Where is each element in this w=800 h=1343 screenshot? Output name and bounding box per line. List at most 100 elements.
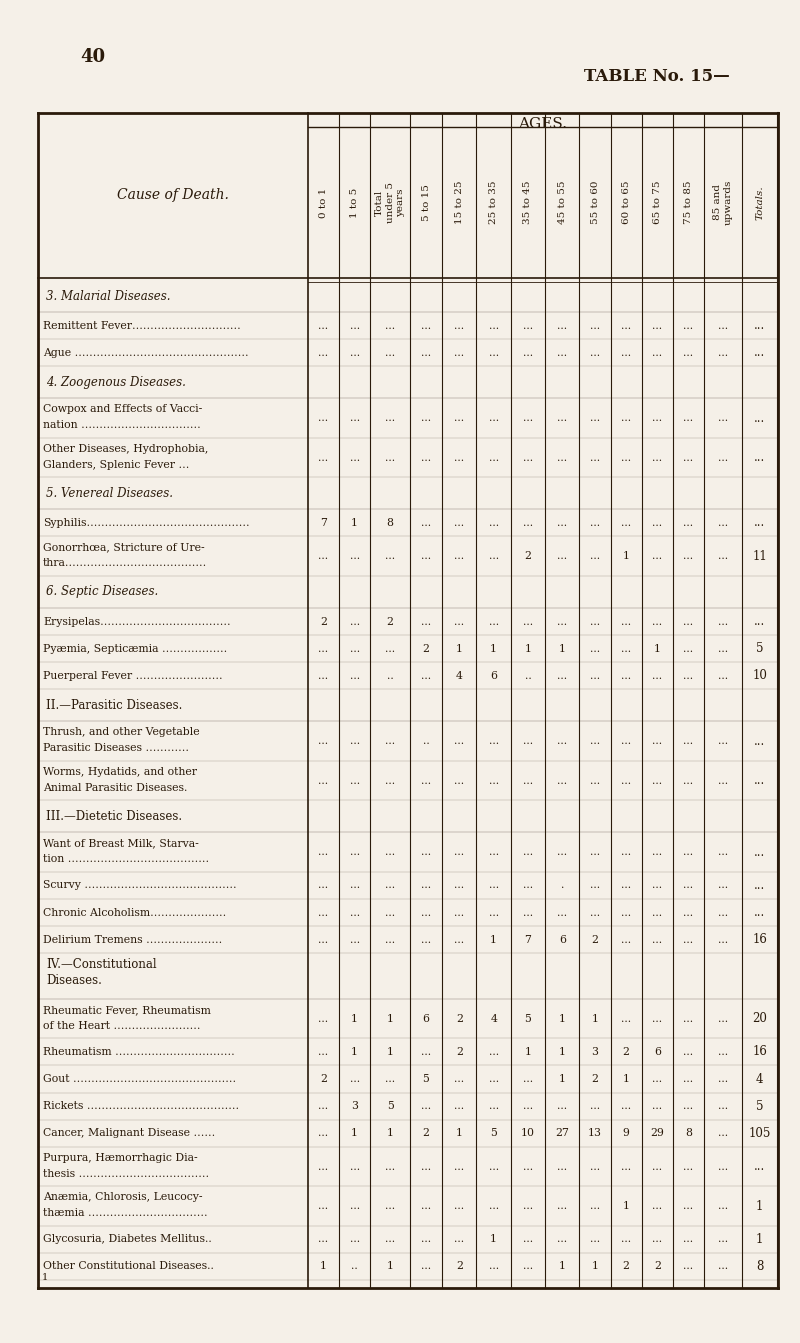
Text: Ague …………………………………………: Ague ………………………………………… <box>43 348 249 357</box>
Text: ...: ... <box>590 1234 600 1245</box>
Text: ...: ... <box>318 643 329 654</box>
Text: ...: ... <box>718 1261 728 1272</box>
Text: ...: ... <box>652 776 662 786</box>
Text: ...: ... <box>421 1234 431 1245</box>
Text: Diseases.: Diseases. <box>46 974 102 987</box>
Text: ..: .. <box>351 1261 358 1272</box>
Text: ...: ... <box>421 321 431 330</box>
Text: 25 to 35: 25 to 35 <box>489 181 498 224</box>
Text: 7: 7 <box>525 935 531 944</box>
Text: ...: ... <box>590 908 600 917</box>
Text: ...: ... <box>421 1261 431 1272</box>
Text: ...: ... <box>590 670 600 681</box>
Text: thesis ………………………………: thesis ……………………………… <box>43 1168 209 1179</box>
Text: Purpura, Hæmorrhagic Dia-: Purpura, Hæmorrhagic Dia- <box>43 1152 198 1163</box>
Text: ...: ... <box>350 908 360 917</box>
Text: 1: 1 <box>559 643 566 654</box>
Text: ...: ... <box>385 1201 395 1211</box>
Text: 2: 2 <box>622 1261 630 1272</box>
Text: ...: ... <box>318 935 329 944</box>
Text: 1: 1 <box>622 1201 630 1211</box>
Text: ...: ... <box>718 1014 728 1023</box>
Text: ...: ... <box>718 908 728 917</box>
Text: 15 to 25: 15 to 25 <box>455 181 464 224</box>
Text: II.—Parasitic Diseases.: II.—Parasitic Diseases. <box>46 698 182 712</box>
Text: ...: ... <box>318 1014 329 1023</box>
Text: ...: ... <box>385 321 395 330</box>
Text: ...: ... <box>683 847 694 857</box>
Text: ...: ... <box>652 1074 662 1084</box>
Text: 0 to 1: 0 to 1 <box>319 188 328 218</box>
Text: ...: ... <box>523 1101 533 1111</box>
Text: ...: ... <box>318 1048 329 1057</box>
Text: ...: ... <box>489 908 498 917</box>
Text: ...: ... <box>652 518 662 528</box>
Text: Gout ………………………………………: Gout ……………………………………… <box>43 1074 236 1084</box>
Text: ...: ... <box>489 321 498 330</box>
Text: 1: 1 <box>490 935 497 944</box>
Text: ...: ... <box>318 908 329 917</box>
Text: ...: ... <box>523 1261 533 1272</box>
Text: ...: ... <box>683 736 694 747</box>
Text: ...: ... <box>558 518 567 528</box>
Text: ...: ... <box>621 935 631 944</box>
Text: 105: 105 <box>749 1127 771 1140</box>
Text: ...: ... <box>523 518 533 528</box>
Text: 6: 6 <box>490 670 497 681</box>
Text: 1: 1 <box>654 643 661 654</box>
Text: ...: ... <box>590 1162 600 1171</box>
Text: ...: ... <box>454 414 464 423</box>
Text: ...: ... <box>421 1101 431 1111</box>
Text: ...: ... <box>652 1201 662 1211</box>
Text: Puerperal Fever ……………………: Puerperal Fever …………………… <box>43 670 222 681</box>
Text: ...: ... <box>421 881 431 890</box>
Text: ...: ... <box>523 776 533 786</box>
Text: ...: ... <box>718 1201 728 1211</box>
Text: ...: ... <box>621 1162 631 1171</box>
Text: ...: ... <box>454 881 464 890</box>
Text: ...: ... <box>621 1101 631 1111</box>
Text: 1: 1 <box>525 643 531 654</box>
Text: ...: ... <box>385 453 395 462</box>
Text: 1: 1 <box>490 1234 497 1245</box>
Text: 1: 1 <box>559 1074 566 1084</box>
Text: ...: ... <box>558 414 567 423</box>
Text: ...: ... <box>454 348 464 357</box>
Text: Syphilis………………………………………: Syphilis……………………………………… <box>43 518 250 528</box>
Text: ...: ... <box>523 414 533 423</box>
Text: 5: 5 <box>756 1100 763 1112</box>
Text: ...: ... <box>421 1162 431 1171</box>
Text: ...: ... <box>558 736 567 747</box>
Text: 1: 1 <box>525 1048 531 1057</box>
Text: ...: ... <box>652 1162 662 1171</box>
Text: 1: 1 <box>559 1261 566 1272</box>
Text: ...: ... <box>454 1074 464 1084</box>
Text: 55 to 60: 55 to 60 <box>590 181 599 224</box>
Text: Pyæmia, Septicæmia ………………: Pyæmia, Septicæmia ……………… <box>43 643 227 654</box>
Text: Want of Breast Milk, Starva-: Want of Breast Milk, Starva- <box>43 838 198 849</box>
Text: ...: ... <box>421 616 431 627</box>
Text: ...: ... <box>489 1101 498 1111</box>
Text: 4: 4 <box>490 1014 497 1023</box>
Text: ...: ... <box>683 348 694 357</box>
Text: ...: ... <box>718 616 728 627</box>
Text: 6. Septic Diseases.: 6. Septic Diseases. <box>46 586 158 599</box>
Text: ...: ... <box>385 908 395 917</box>
Text: ...: ... <box>652 1101 662 1111</box>
Text: 5: 5 <box>756 642 763 655</box>
Text: 2: 2 <box>456 1014 463 1023</box>
Text: ...: ... <box>558 1201 567 1211</box>
Text: 1: 1 <box>756 1233 763 1246</box>
Text: 5: 5 <box>386 1101 394 1111</box>
Text: ...: ... <box>350 881 360 890</box>
Text: ...: ... <box>754 846 766 858</box>
Text: ...: ... <box>523 847 533 857</box>
Text: ...: ... <box>718 935 728 944</box>
Text: 35 to 45: 35 to 45 <box>523 181 533 224</box>
Text: ...: ... <box>318 776 329 786</box>
Text: ...: ... <box>558 1101 567 1111</box>
Text: 4: 4 <box>456 670 462 681</box>
Text: ...: ... <box>621 348 631 357</box>
Text: 20: 20 <box>752 1013 767 1025</box>
Text: ...: ... <box>683 1101 694 1111</box>
